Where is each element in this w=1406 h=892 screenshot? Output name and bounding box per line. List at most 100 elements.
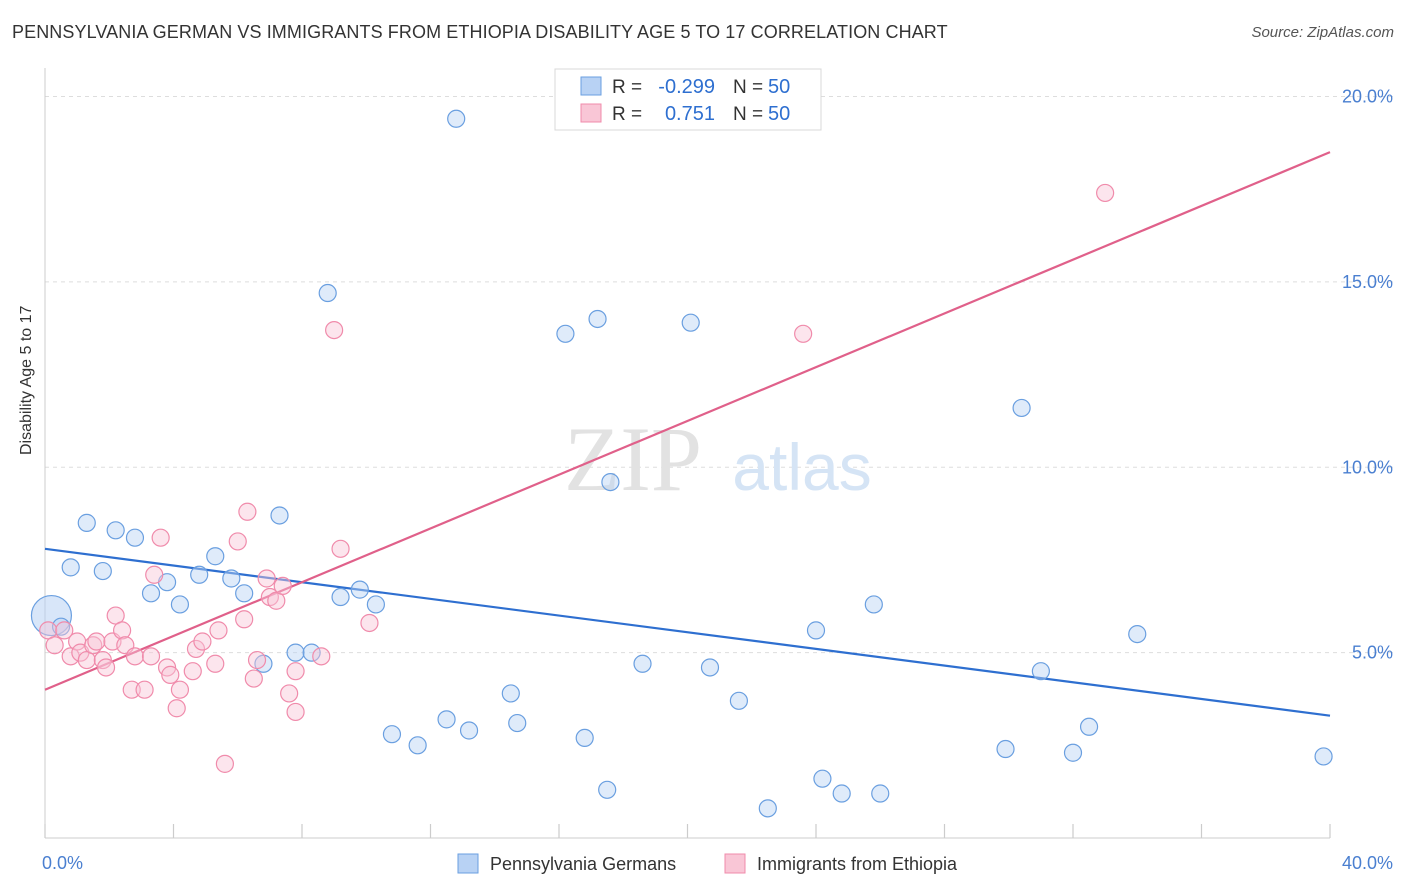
point-immigrants-ethiopia (257, 569, 276, 588)
point-immigrants-ethiopia (145, 565, 164, 584)
point-pennsylvania-germans (1079, 717, 1099, 736)
x-tick-label: 40.0% (1342, 853, 1393, 873)
point-pennsylvania-germans (222, 569, 241, 588)
point-pennsylvania-germans (206, 547, 225, 566)
point-immigrants-ethiopia (331, 539, 350, 558)
point-pennsylvania-germans (864, 595, 883, 614)
y-tick-label: 20.0% (1342, 87, 1393, 107)
point-immigrants-ethiopia (360, 613, 379, 633)
point-immigrants-ethiopia (183, 662, 202, 681)
legend-swatch (580, 103, 602, 123)
series-legend: Pennsylvania Germans Immigrants from Ethi… (457, 853, 958, 874)
point-immigrants-ethiopia (170, 680, 190, 699)
point-pennsylvania-germans (1012, 398, 1031, 418)
point-pennsylvania-germans (318, 283, 337, 303)
point-immigrants-ethiopia (186, 639, 206, 659)
point-immigrants-ethiopia (247, 650, 267, 670)
point-pennsylvania-germans (286, 643, 305, 662)
point-pennsylvania-germans (601, 472, 620, 492)
point-immigrants-ethiopia (794, 324, 813, 343)
point-pennsylvania-germans (331, 587, 350, 607)
series-legend-swatch (724, 853, 746, 874)
series-legend-label: Pennsylvania Germans (490, 854, 676, 874)
point-pennsylvania-germans (575, 728, 594, 748)
point-pennsylvania-germans (61, 558, 80, 577)
point-pennsylvania-germans (366, 595, 385, 614)
point-pennsylvania-germans (235, 584, 254, 603)
point-immigrants-ethiopia (122, 680, 141, 699)
point-immigrants-ethiopia (45, 636, 64, 655)
legend-n-value: 50 (768, 76, 790, 98)
point-pennsylvania-germans (588, 309, 607, 329)
point-pennsylvania-germans (141, 584, 161, 603)
point-pennsylvania-germans (681, 313, 700, 332)
point-pennsylvania-germans (1063, 743, 1083, 762)
point-pennsylvania-germans (382, 725, 402, 744)
point-immigrants-ethiopia (151, 528, 170, 547)
legend-r-label: R = (612, 77, 642, 98)
trend-line-pennsylvania-germans (44, 547, 1331, 717)
point-pennsylvania-germans (556, 324, 575, 343)
point-pennsylvania-germans (447, 109, 466, 128)
trend-line-immigrants-ethiopia (44, 151, 1331, 691)
point-immigrants-ethiopia (244, 669, 263, 688)
point-immigrants-ethiopia (87, 632, 106, 651)
point-immigrants-ethiopia (1096, 183, 1115, 203)
gridlines (45, 96, 1395, 654)
point-immigrants-ethiopia (112, 621, 132, 640)
point-immigrants-ethiopia (286, 702, 305, 722)
legend: R = -0.299 N = 50 R = 0.751 N = 50 (554, 68, 822, 131)
point-immigrants-ethiopia (206, 654, 225, 673)
watermark: ZIP atlas (564, 408, 872, 510)
point-immigrants-ethiopia (325, 320, 344, 340)
point-pennsylvania-germans (1031, 662, 1050, 681)
data-points (30, 109, 1333, 818)
point-pennsylvania-germans (106, 521, 125, 540)
legend-r-value: -0.299 (658, 76, 715, 98)
point-immigrants-ethiopia (215, 754, 234, 773)
series-legend-label: Immigrants from Ethiopia (757, 854, 958, 874)
point-pennsylvania-germans (93, 561, 112, 581)
trend-lines (44, 151, 1331, 717)
point-pennsylvania-germans (508, 713, 527, 733)
point-immigrants-ethiopia (280, 684, 299, 703)
point-pennsylvania-germans (700, 658, 720, 677)
point-immigrants-ethiopia (286, 662, 305, 681)
tick-labels: 5.0% 10.0% 15.0% 20.0% 0.0% 40.0% (42, 87, 1393, 873)
point-immigrants-ethiopia (193, 632, 212, 651)
x-tick-label: 0.0% (42, 853, 83, 873)
point-immigrants-ethiopia (312, 647, 331, 666)
point-immigrants-ethiopia (209, 621, 228, 640)
legend-swatch (580, 76, 602, 96)
point-immigrants-ethiopia (135, 680, 154, 699)
point-immigrants-ethiopia (228, 532, 247, 551)
point-immigrants-ethiopia (238, 502, 257, 521)
point-pennsylvania-germans (813, 769, 832, 788)
point-pennsylvania-germans (501, 684, 520, 703)
point-immigrants-ethiopia (167, 699, 186, 718)
watermark-atlas: atlas (732, 430, 871, 504)
point-pennsylvania-germans (806, 621, 826, 640)
point-immigrants-ethiopia (235, 610, 254, 629)
y-tick-label: 5.0% (1352, 643, 1393, 663)
point-immigrants-ethiopia (273, 576, 292, 596)
point-pennsylvania-germans (77, 513, 96, 532)
series-legend-swatch (457, 853, 479, 874)
y-tick-label: 15.0% (1342, 272, 1393, 292)
legend-n-value: 50 (768, 103, 790, 125)
point-pennsylvania-germans (729, 691, 749, 710)
point-immigrants-ethiopia (125, 647, 145, 666)
y-tick-label: 10.0% (1342, 457, 1393, 477)
point-pennsylvania-germans (170, 595, 190, 614)
point-pennsylvania-germans (125, 528, 145, 547)
point-immigrants-ethiopia (96, 658, 116, 677)
point-pennsylvania-germans (190, 565, 209, 584)
source-label: Source: ZipAtlas.com (1251, 24, 1394, 41)
legend-n-label: N = (733, 77, 763, 98)
point-pennsylvania-germans (633, 654, 652, 673)
point-pennsylvania-germans (350, 580, 369, 599)
legend-n-label: N = (733, 104, 763, 125)
point-immigrants-ethiopia (141, 647, 161, 666)
point-pennsylvania-germans (459, 721, 479, 740)
